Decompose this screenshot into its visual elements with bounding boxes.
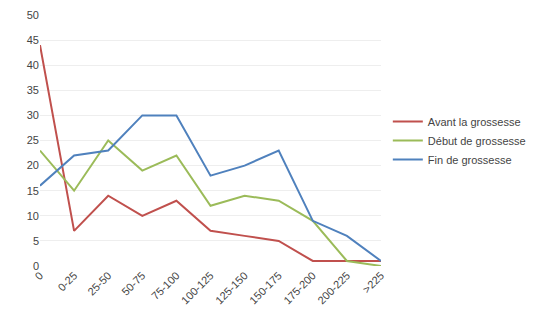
svg-text:45: 45 xyxy=(27,34,39,46)
svg-text:5: 5 xyxy=(33,235,39,247)
svg-text:>225: >225 xyxy=(360,269,386,295)
svg-text:100-125: 100-125 xyxy=(179,269,216,306)
svg-text:0-25: 0-25 xyxy=(55,269,79,293)
svg-text:35: 35 xyxy=(27,84,39,96)
svg-text:0: 0 xyxy=(32,269,45,282)
svg-text:50: 50 xyxy=(27,9,39,21)
svg-text:30: 30 xyxy=(27,109,39,121)
svg-text:20: 20 xyxy=(27,159,39,171)
svg-text:Fin de grossesse: Fin de grossesse xyxy=(428,154,512,166)
svg-text:125-150: 125-150 xyxy=(213,269,250,306)
svg-text:150-175: 150-175 xyxy=(247,269,284,306)
svg-text:25-50: 25-50 xyxy=(85,269,113,297)
svg-text:200-225: 200-225 xyxy=(315,269,352,306)
svg-text:0: 0 xyxy=(33,260,39,272)
svg-text:Début de grossesse: Début de grossesse xyxy=(428,135,526,147)
svg-text:75-100: 75-100 xyxy=(149,269,182,302)
svg-text:10: 10 xyxy=(27,210,39,222)
svg-text:40: 40 xyxy=(27,59,39,71)
svg-text:Avant la grossesse: Avant la grossesse xyxy=(428,116,521,128)
svg-text:15: 15 xyxy=(27,185,39,197)
svg-text:50-75: 50-75 xyxy=(119,269,147,297)
svg-text:25: 25 xyxy=(27,134,39,146)
svg-text:175-200: 175-200 xyxy=(281,269,318,306)
